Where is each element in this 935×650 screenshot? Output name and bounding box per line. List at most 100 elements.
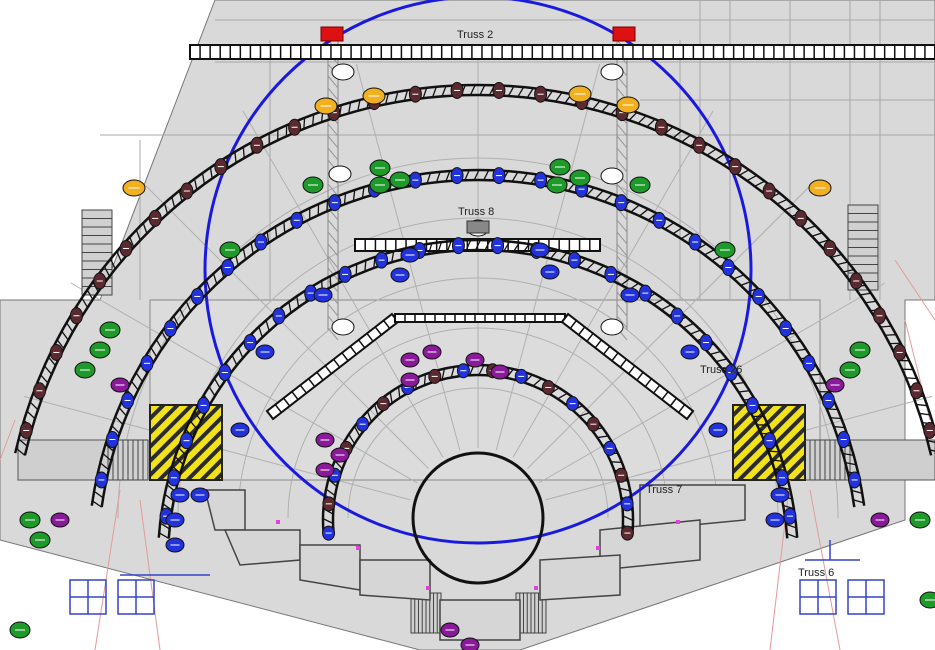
truss-brace [26,410,36,420]
truss-rung [628,365,636,375]
spot-fixture-icon [600,63,624,81]
truss-brace [836,261,849,266]
tower-brace [616,315,628,329]
truss-rung [383,320,391,329]
blue-guide-line [120,540,860,576]
truss-brace [610,461,622,464]
truss-rung [653,384,661,394]
truss-brace [258,326,263,338]
truss-brace [483,169,490,181]
lighting-fixture-icon [460,637,480,650]
truss-brace [927,440,935,443]
truss-brace [374,404,379,416]
truss-brace [672,227,683,235]
spot-fixture-icon [331,318,355,336]
truss-brace [795,348,807,352]
truss-brace [15,447,26,456]
truss-brace [475,239,482,251]
truss-rung [349,345,357,355]
truss-brace [768,450,780,453]
truss-rail [167,248,789,539]
truss-brace [919,412,931,416]
truss-brace [916,403,928,407]
truss-brace [716,358,728,363]
truss-brace [142,222,148,234]
truss-brace [445,170,451,182]
radial-line [242,110,444,458]
truss-brace [105,443,115,453]
tower-brace [616,147,628,161]
spot-fixture-icon [328,165,352,183]
truss-brace [517,86,525,98]
truss-brace [159,522,170,530]
truss-brace [274,226,278,238]
tower-brace [616,159,628,173]
truss-brace [785,523,797,529]
truss-diagonal-left [265,312,400,421]
truss-brace [40,374,49,384]
truss-brace [507,86,515,97]
truss-brace [545,90,553,101]
truss-brace [322,518,334,524]
truss-brace [93,490,104,499]
truss-rung [324,365,332,375]
truss-brace [18,438,28,447]
truss-brace [403,90,409,102]
truss-brace [162,503,173,511]
truss-brace [201,172,206,185]
truss-brace [426,172,432,184]
truss-brace [327,478,338,488]
truss-brace [672,130,683,139]
truss-brace [394,91,399,103]
truss-brace [391,251,395,263]
truss-brace [704,249,715,256]
truss-brace [637,115,647,124]
truss-brace [431,86,437,98]
truss-rung [644,378,652,388]
truss-rung [569,320,577,329]
truss-brace [242,146,245,159]
truss-brace [389,392,393,404]
truss-brace [220,266,225,278]
truss-brace [511,171,519,182]
tower-brace [327,183,339,197]
truss-brace [597,435,609,439]
truss-brace [61,330,69,341]
truss-brace [114,416,124,426]
truss-brace [173,315,180,327]
truss-rung [603,345,611,355]
truss-brace [842,269,855,273]
truss-brace [266,231,270,243]
truss-brace [193,178,198,190]
tower-brace [327,135,339,149]
radial-line [527,185,811,469]
label-truss-6: Truss 6 [798,567,834,579]
truss-brace [619,487,631,492]
truss-brace [845,461,857,466]
truss-brace [783,504,795,510]
truss-brace [603,193,613,203]
truss-rung [586,332,594,342]
truss-brace [348,102,352,114]
truss-brace [48,356,57,367]
spot-fixture-icon [600,318,624,336]
truss-brace [760,302,772,307]
truss-brace [303,117,306,129]
truss-brace [446,240,452,252]
truss-brace [639,208,649,217]
truss-brace [102,452,112,462]
truss-brace [352,189,356,202]
truss-rung [316,371,324,381]
truss-rail [157,238,799,538]
truss-rung [358,339,366,349]
label-truss-7: Truss 7 [646,484,682,496]
truss-rail [100,178,856,508]
truss-brace [479,84,486,96]
facade-panel [359,559,431,601]
reference-line [0,419,16,461]
guide-ring [287,327,669,519]
tower-brace [327,303,339,317]
truss-brace [469,84,476,96]
truss-brace [164,493,175,502]
straight-trusses [189,44,935,421]
